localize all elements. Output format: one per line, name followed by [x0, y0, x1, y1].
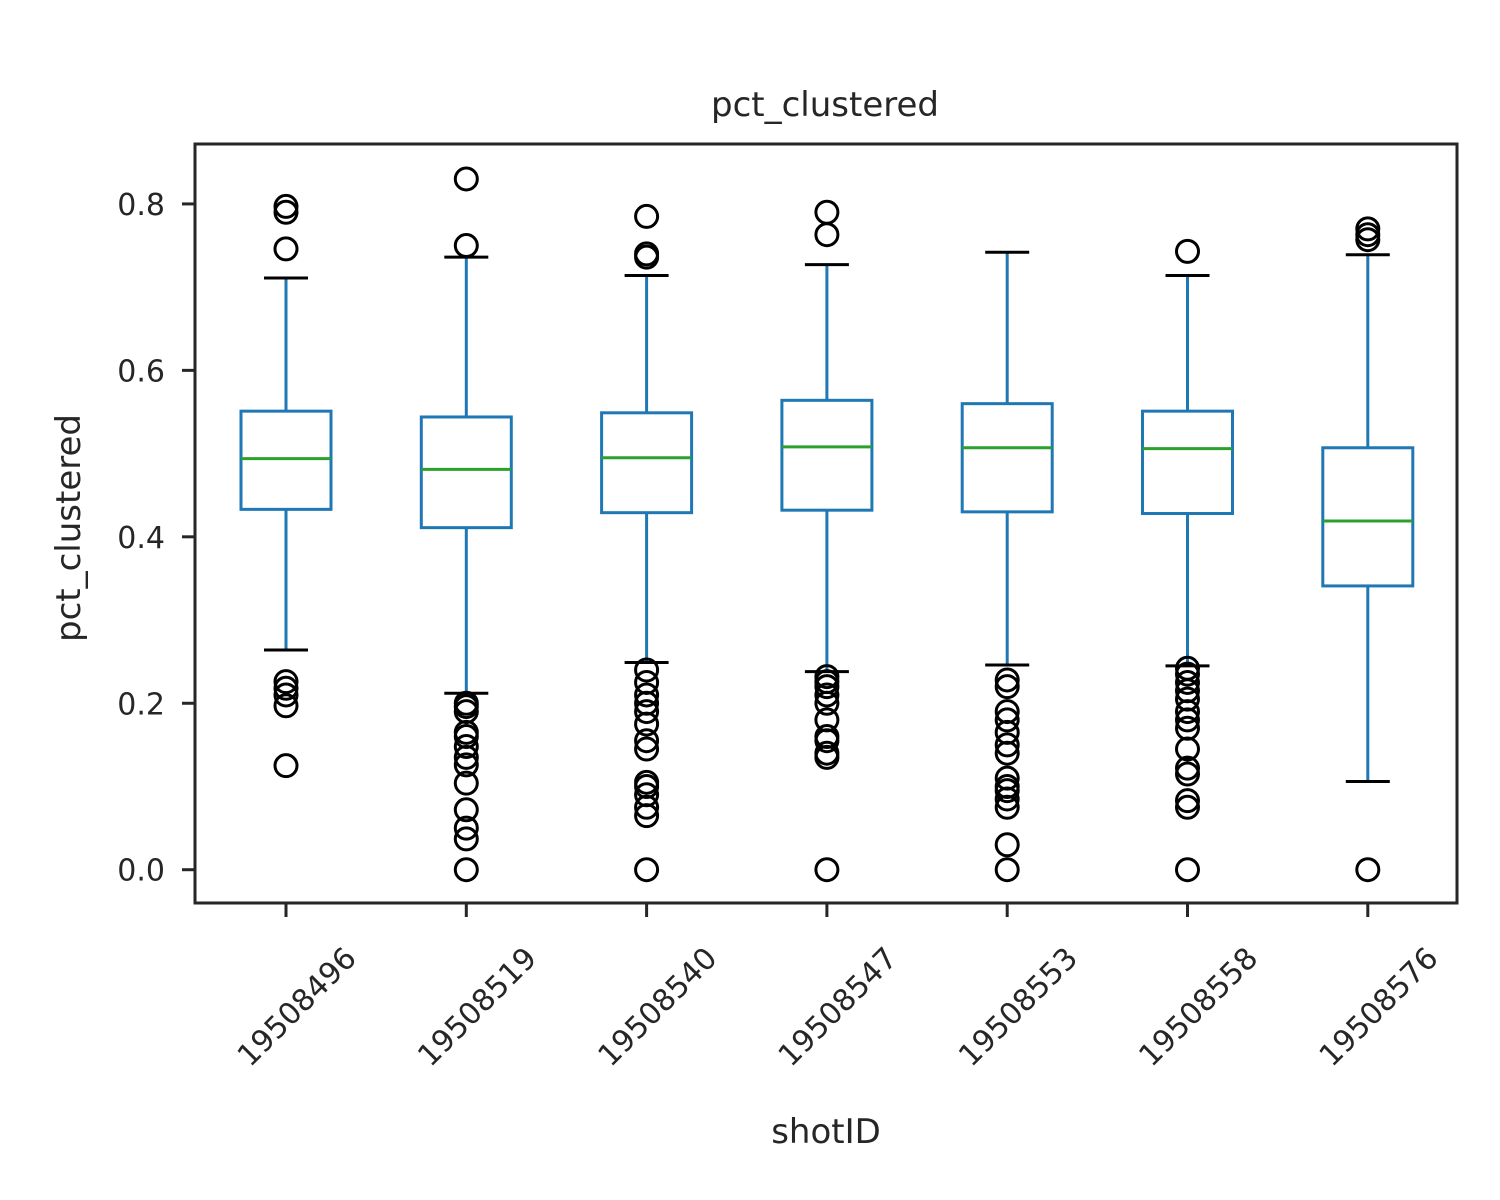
flier-point	[994, 857, 1020, 883]
plot-area	[239, 166, 1415, 883]
flier-point	[994, 674, 1020, 700]
flier-point	[1175, 755, 1200, 781]
box-group	[1141, 238, 1234, 883]
flier-point	[273, 675, 299, 701]
box-group	[960, 250, 1054, 883]
box-iqr	[419, 415, 513, 530]
flier-point	[1175, 794, 1200, 820]
flier-point	[814, 857, 840, 883]
x-tick-label: 19508558	[1132, 941, 1265, 1074]
flier-point	[453, 797, 479, 823]
flier-point	[814, 740, 840, 766]
flier-point	[634, 728, 660, 754]
box-group	[600, 203, 694, 883]
box-iqr	[1321, 446, 1415, 588]
flier-point	[1175, 686, 1200, 712]
flier-point	[1175, 788, 1200, 814]
flier-point	[453, 166, 479, 192]
y-tick-label: 0.0	[117, 854, 165, 889]
x-tick-label: 19508547	[772, 941, 905, 1074]
flier-point	[634, 241, 660, 267]
flier-point	[814, 707, 840, 733]
box-iqr	[780, 398, 874, 512]
flier-point	[994, 707, 1020, 733]
flier-point	[1175, 238, 1200, 264]
flier-point	[453, 770, 479, 796]
flier-point	[273, 193, 299, 219]
x-tick-label: 19508540	[592, 941, 725, 1074]
flier-point	[994, 732, 1020, 758]
flier-point	[814, 664, 840, 690]
flier-point	[814, 222, 840, 248]
box-iqr	[600, 411, 694, 515]
box-iqr	[239, 409, 333, 511]
flier-point	[994, 832, 1020, 858]
flier-point	[814, 669, 840, 695]
flier-point	[453, 734, 479, 760]
flier-point	[273, 669, 299, 695]
flier-point	[1175, 669, 1200, 695]
flier-point	[994, 773, 1020, 799]
flier-point	[814, 199, 840, 225]
box-group	[239, 193, 333, 779]
flier-point	[814, 724, 840, 750]
x-tick-label: 19508496	[231, 941, 364, 1074]
x-tick-label: 19508519	[411, 941, 544, 1074]
plot-frame	[193, 142, 1459, 905]
flier-point	[634, 657, 660, 683]
y-tick-label: 0.6	[117, 354, 165, 389]
flier-point	[994, 699, 1020, 725]
flier-point	[634, 682, 660, 708]
flier-point	[634, 203, 660, 229]
flier-point	[273, 693, 299, 719]
flier-point	[453, 752, 479, 778]
flier-point	[453, 690, 479, 716]
flier-point	[1175, 715, 1200, 741]
flier-point	[1175, 655, 1200, 681]
y-tick-label: 0.8	[117, 188, 165, 223]
flier-point	[814, 682, 840, 708]
box-group	[1321, 216, 1415, 883]
flier-point	[634, 782, 660, 808]
chart-title: pct_clustered	[711, 85, 939, 125]
flier-point	[453, 826, 479, 852]
flier-point	[634, 857, 660, 883]
y-axis-label: pct_clustered	[49, 414, 89, 642]
x-axis: 19508496 19508519 19508540 19508547 19508553…	[231, 903, 1446, 1074]
flier-point	[634, 736, 660, 762]
x-axis-label: shotID	[771, 1112, 881, 1152]
y-tick-label: 0.4	[117, 521, 165, 556]
flier-point	[453, 857, 479, 883]
y-axis: 0.0 0.2 0.4 0.6 0.8	[117, 188, 195, 889]
flier-point	[634, 669, 660, 695]
flier-point	[994, 667, 1020, 693]
flier-point	[273, 753, 299, 779]
flier-point	[1175, 857, 1200, 883]
flier-point	[273, 236, 299, 262]
flier-point	[1355, 857, 1381, 883]
y-tick-label: 0.2	[117, 687, 165, 722]
flier-point	[273, 682, 299, 708]
x-tick-label: 19508553	[952, 941, 1085, 1074]
box-iqr	[1141, 409, 1234, 516]
flier-point	[634, 769, 660, 795]
flier-point	[634, 699, 660, 725]
flier-point	[453, 815, 479, 841]
flier-point	[1355, 216, 1381, 242]
box-group	[419, 166, 513, 883]
x-tick-label: 19508576	[1313, 941, 1446, 1074]
box-group	[780, 199, 874, 883]
flier-point	[453, 233, 479, 259]
box-iqr	[960, 402, 1054, 514]
flier-point	[994, 765, 1020, 791]
